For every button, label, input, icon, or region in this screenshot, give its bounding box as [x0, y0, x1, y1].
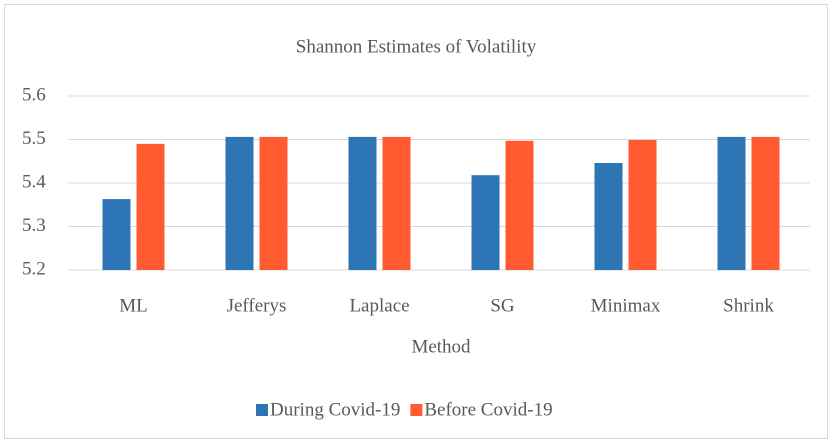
legend-swatch — [256, 404, 268, 416]
bar — [136, 143, 165, 270]
y-tick-label: 5.2 — [22, 258, 46, 279]
y-tick-label: 5.6 — [22, 84, 46, 105]
bar — [259, 136, 288, 270]
bar — [382, 136, 411, 270]
legend-swatch — [410, 404, 423, 416]
bar — [628, 139, 657, 270]
x-tick-label: Shrink — [723, 295, 774, 316]
chart-title: Shannon Estimates of Volatility — [296, 36, 537, 57]
y-tick-label: 5.3 — [22, 215, 46, 236]
x-tick-label: Jefferys — [227, 295, 287, 316]
bar — [505, 140, 534, 270]
bar — [348, 136, 377, 270]
y-tick-label: 5.5 — [22, 128, 46, 149]
bar — [751, 136, 780, 270]
bar — [102, 199, 131, 270]
bar — [471, 175, 500, 270]
bar — [594, 162, 623, 270]
bar — [717, 136, 746, 270]
bar — [225, 136, 254, 270]
legend-label: Before Covid-19 — [424, 399, 552, 420]
y-tick-label: 5.4 — [22, 171, 46, 192]
x-tick-label: ML — [119, 295, 148, 316]
x-tick-label: SG — [490, 295, 515, 316]
legend-label: During Covid-19 — [270, 399, 400, 420]
x-axis-label: Method — [411, 336, 471, 357]
x-tick-label: Laplace — [349, 295, 409, 316]
x-tick-label: Minimax — [591, 295, 661, 316]
